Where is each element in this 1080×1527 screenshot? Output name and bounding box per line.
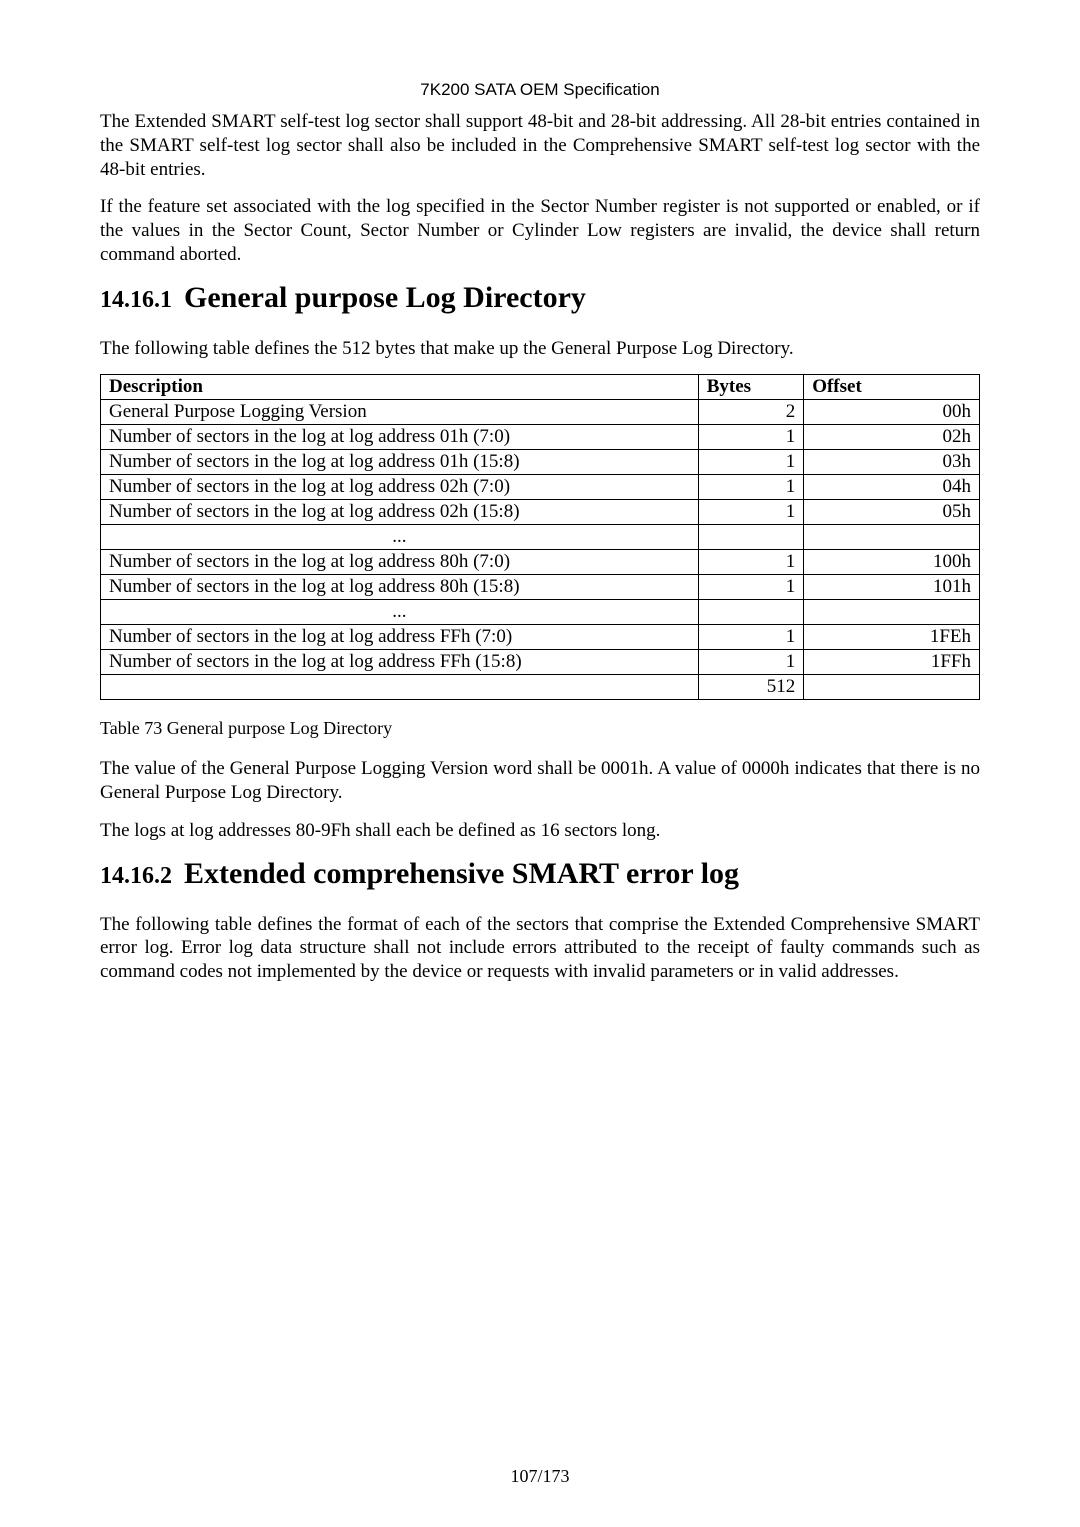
table-row: 512 bbox=[101, 675, 980, 700]
cell-offset: 03h bbox=[804, 450, 980, 475]
section-heading-1: 14.16.1 General purpose Log Directory bbox=[100, 281, 980, 315]
cell-description: Number of sectors in the log at log addr… bbox=[101, 550, 699, 575]
cell-bytes: 1 bbox=[698, 575, 803, 600]
cell-bytes: 1 bbox=[698, 550, 803, 575]
table-row: Number of sectors in the log at log addr… bbox=[101, 575, 980, 600]
table-row: General Purpose Logging Version200h bbox=[101, 400, 980, 425]
cell-offset: 100h bbox=[804, 550, 980, 575]
cell-bytes: 2 bbox=[698, 400, 803, 425]
cell-bytes bbox=[698, 600, 803, 625]
table-row: Number of sectors in the log at log addr… bbox=[101, 425, 980, 450]
cell-offset: 04h bbox=[804, 475, 980, 500]
cell-offset: 02h bbox=[804, 425, 980, 450]
cell-description bbox=[101, 675, 699, 700]
table-row: Number of sectors in the log at log addr… bbox=[101, 650, 980, 675]
col-header-description: Description bbox=[101, 375, 699, 400]
cell-description: Number of sectors in the log at log addr… bbox=[101, 575, 699, 600]
page-number: 107/173 bbox=[0, 1466, 1080, 1487]
table-header-row: Description Bytes Offset bbox=[101, 375, 980, 400]
doc-header: 7K200 SATA OEM Specification bbox=[100, 80, 980, 100]
cell-bytes: 1 bbox=[698, 500, 803, 525]
paragraph: If the feature set associated with the l… bbox=[100, 195, 980, 266]
cell-description: General Purpose Logging Version bbox=[101, 400, 699, 425]
cell-bytes: 1 bbox=[698, 425, 803, 450]
section-title: Extended comprehensive SMART error log bbox=[184, 857, 739, 890]
cell-offset: 05h bbox=[804, 500, 980, 525]
cell-offset: 1FEh bbox=[804, 625, 980, 650]
col-header-bytes: Bytes bbox=[698, 375, 803, 400]
cell-offset bbox=[804, 525, 980, 550]
cell-description: ... bbox=[101, 600, 699, 625]
cell-offset: 00h bbox=[804, 400, 980, 425]
cell-bytes: 1 bbox=[698, 475, 803, 500]
cell-description: Number of sectors in the log at log addr… bbox=[101, 475, 699, 500]
cell-description: Number of sectors in the log at log addr… bbox=[101, 625, 699, 650]
table-row: Number of sectors in the log at log addr… bbox=[101, 450, 980, 475]
cell-offset bbox=[804, 600, 980, 625]
cell-offset: 1FFh bbox=[804, 650, 980, 675]
table-row: ... bbox=[101, 600, 980, 625]
section-number: 14.16.2 bbox=[100, 863, 172, 889]
table-row: ... bbox=[101, 525, 980, 550]
section-title: General purpose Log Directory bbox=[184, 281, 586, 314]
cell-description: Number of sectors in the log at log addr… bbox=[101, 650, 699, 675]
section-number: 14.16.1 bbox=[100, 287, 172, 313]
cell-description: Number of sectors in the log at log addr… bbox=[101, 425, 699, 450]
table-row: Number of sectors in the log at log addr… bbox=[101, 500, 980, 525]
log-directory-table: Description Bytes Offset General Purpose… bbox=[100, 374, 980, 700]
cell-bytes: 1 bbox=[698, 625, 803, 650]
cell-description: Number of sectors in the log at log addr… bbox=[101, 450, 699, 475]
table-caption: Table 73 General purpose Log Directory bbox=[100, 718, 980, 739]
cell-offset bbox=[804, 675, 980, 700]
cell-description: Number of sectors in the log at log addr… bbox=[101, 500, 699, 525]
paragraph: The Extended SMART self-test log sector … bbox=[100, 110, 980, 181]
cell-offset: 101h bbox=[804, 575, 980, 600]
cell-bytes: 512 bbox=[698, 675, 803, 700]
cell-bytes bbox=[698, 525, 803, 550]
section-heading-2: 14.16.2 Extended comprehensive SMART err… bbox=[100, 857, 980, 891]
paragraph: The following table defines the format o… bbox=[100, 913, 980, 984]
paragraph: The following table defines the 512 byte… bbox=[100, 337, 980, 361]
table-row: Number of sectors in the log at log addr… bbox=[101, 550, 980, 575]
col-header-offset: Offset bbox=[804, 375, 980, 400]
table-row: Number of sectors in the log at log addr… bbox=[101, 625, 980, 650]
table-row: Number of sectors in the log at log addr… bbox=[101, 475, 980, 500]
cell-bytes: 1 bbox=[698, 450, 803, 475]
cell-bytes: 1 bbox=[698, 650, 803, 675]
paragraph: The logs at log addresses 80-9Fh shall e… bbox=[100, 819, 980, 843]
cell-description: ... bbox=[101, 525, 699, 550]
paragraph: The value of the General Purpose Logging… bbox=[100, 757, 980, 805]
